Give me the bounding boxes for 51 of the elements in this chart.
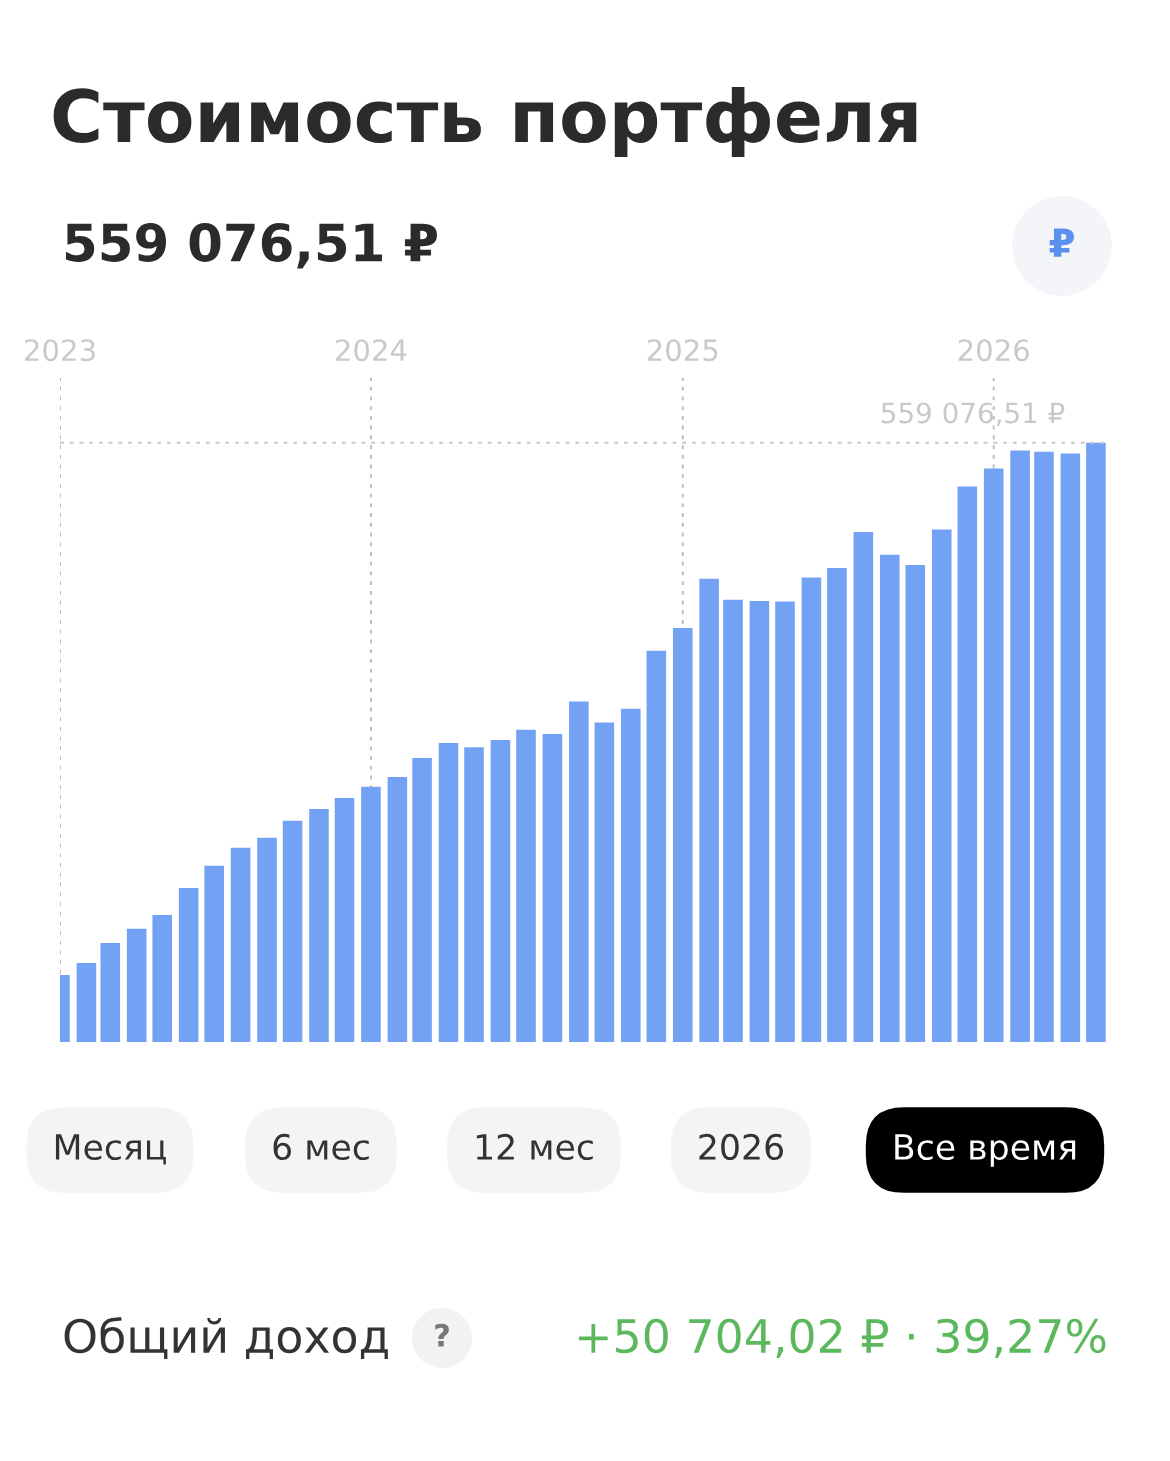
bar: [620, 708, 641, 1042]
text: Месяц: [55, 1134, 166, 1165]
bar: [723, 599, 743, 1042]
bar: [672, 627, 693, 1042]
bar: [749, 600, 770, 1042]
bar: [152, 914, 173, 1042]
bar: [464, 747, 484, 1042]
bar: [1060, 453, 1081, 1042]
bar: [361, 786, 381, 1042]
text: Все время: [895, 1134, 1076, 1167]
bar: [126, 928, 147, 1042]
bar: [699, 578, 719, 1042]
bar: [204, 865, 224, 1042]
text: 6 мес: [273, 1133, 369, 1161]
bar: [516, 729, 536, 1042]
bar: [983, 468, 1004, 1042]
bar: [957, 486, 978, 1042]
bar: [100, 943, 121, 1042]
bar: [1034, 451, 1054, 1042]
text: Общий доход: [64, 1317, 388, 1359]
bar: [230, 847, 251, 1042]
bar: [801, 577, 822, 1042]
bar: [827, 567, 847, 1042]
bar: [775, 601, 795, 1042]
chart-subtitle: 559 076,51 ₽: [65, 223, 438, 269]
text: ₽: [1049, 228, 1074, 257]
bar: [931, 529, 952, 1042]
bar: [569, 701, 589, 1042]
bar: [309, 808, 329, 1042]
bar: [1010, 450, 1030, 1042]
bar: [905, 564, 926, 1042]
bar: [282, 820, 303, 1042]
bar: [594, 722, 615, 1042]
text: +50 704,02 ₽ · 39,27%: [579, 1318, 1106, 1358]
bar: [412, 757, 432, 1042]
chart-title: Стоимость портфеля: [53, 87, 917, 157]
bar: [490, 739, 511, 1042]
bar: [178, 887, 199, 1042]
bar: [853, 532, 874, 1042]
bar: [387, 777, 408, 1042]
bar: [257, 837, 277, 1042]
bar: [438, 742, 459, 1042]
text: 2026: [699, 1133, 783, 1161]
bar: [76, 962, 97, 1042]
bar: [879, 554, 900, 1042]
bar: [542, 733, 563, 1042]
bar: [1086, 442, 1106, 1042]
text: ?: [435, 1323, 449, 1347]
text: 12 мес: [476, 1133, 593, 1161]
bar: [334, 798, 355, 1042]
bar: [646, 650, 667, 1042]
